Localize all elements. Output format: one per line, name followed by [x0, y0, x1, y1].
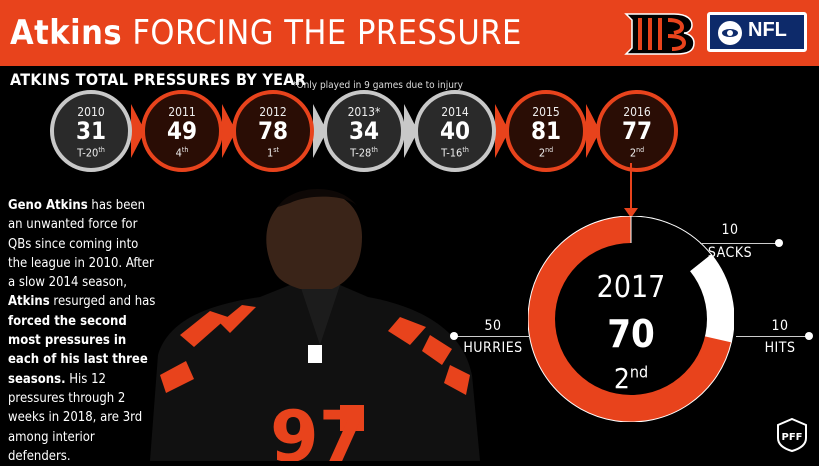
- hurries-value: 50: [484, 318, 502, 334]
- bubble-rank: T-16th: [418, 146, 492, 160]
- sacks-value: 10: [721, 222, 739, 238]
- bubble-year: 2013*: [347, 105, 381, 119]
- bubble-rank: 1st: [236, 146, 310, 160]
- bio-part-5: forced the second most pressures in each…: [8, 313, 148, 387]
- year-bubble: 2014 40 T-16th: [414, 90, 496, 172]
- bubble-rank-number: 2: [538, 146, 546, 160]
- year-connectors: [131, 104, 600, 158]
- injury-note: *Only played in 9 games due to injury: [292, 80, 463, 91]
- pff-logo-icon: PFF: [777, 418, 807, 452]
- bubble-rank-number: 4: [175, 146, 182, 160]
- year-bubble: 2015 81 2nd: [505, 90, 587, 172]
- bio-part-6: His 12 pressures through 2 weeks in 2018…: [8, 371, 143, 464]
- bubble-rank-suffix: nd: [545, 146, 554, 154]
- donut-rank-suffix: nd: [629, 362, 649, 382]
- hits-label: HITS: [764, 340, 796, 356]
- bubble-rank: T-20th: [54, 146, 128, 160]
- bubble-year: 2010: [77, 105, 105, 119]
- bio-part-2: has been an unwanted force for QBs since…: [8, 198, 154, 291]
- bubble-value: 78: [257, 117, 289, 145]
- bubble-value: 31: [75, 117, 107, 145]
- svg-text:PFF: PFF: [782, 432, 803, 443]
- pressure-donut: [528, 216, 734, 422]
- player-photo: 97: [150, 188, 480, 461]
- bubble-value: 49: [166, 117, 198, 145]
- bio-part-4: resurged and has: [49, 294, 156, 310]
- year-bubble: 2012 78 1st: [232, 90, 314, 172]
- svg-text:97: 97: [270, 396, 367, 461]
- donut-rank: 2nd: [528, 362, 734, 395]
- bubble-year: 2011: [168, 105, 196, 119]
- title-name: Atkins: [10, 13, 123, 53]
- bubble-rank-suffix: th: [462, 146, 469, 154]
- arrow-down-icon: [624, 208, 638, 218]
- donut-year: 2017: [596, 270, 666, 305]
- bubble-year: 2014: [441, 105, 469, 119]
- hurries-dot-icon: [450, 332, 458, 340]
- bio-part-1: Geno Atkins: [8, 198, 88, 213]
- bubble-year: 2012: [259, 105, 287, 119]
- title-rest: FORCING THE PRESSURE: [132, 13, 522, 53]
- bubble-rank-number: T-16: [441, 146, 463, 160]
- sacks-label: SACKS: [707, 245, 753, 261]
- donut-value: 70: [607, 312, 655, 356]
- bubble-rank-suffix: st: [273, 146, 280, 154]
- bubble-rank: 4th: [145, 146, 219, 160]
- bubble-rank-suffix: th: [371, 146, 378, 154]
- network-label: NFL: [748, 19, 787, 41]
- bubble-rank-number: 2: [629, 146, 637, 160]
- hurries-leader-line: [456, 336, 530, 337]
- bubble-rank: 2nd: [509, 146, 583, 160]
- arrow-line: [630, 163, 632, 213]
- bubble-rank: 2nd: [600, 146, 674, 160]
- bubble-rank-number: 1: [266, 146, 274, 160]
- hits-leader-line: [736, 336, 812, 337]
- bubble-rank: T-28th: [327, 146, 401, 160]
- hits-dot-icon: [805, 332, 813, 340]
- sacks-leader-line: [700, 243, 778, 244]
- bengals-b-logo-icon: [624, 13, 695, 55]
- network-badge: NFL: [707, 12, 807, 52]
- bio-text: Geno Atkins has been an unwanted force f…: [8, 196, 158, 466]
- bubble-rank-suffix: th: [181, 146, 189, 154]
- donut-rank-number: 2: [613, 362, 630, 395]
- bubble-value: 40: [439, 117, 471, 145]
- bio-part-3: Atkins: [8, 294, 50, 310]
- year-bubble: 2011 49 4th: [141, 90, 223, 172]
- bubble-year: 2016: [623, 105, 651, 119]
- bubble-value: 81: [530, 117, 562, 145]
- hits-value: 10: [771, 318, 789, 334]
- bubble-rank-number: T-20: [77, 146, 99, 160]
- header-bar: Atkins FORCING THE PRESSURE NFL: [0, 0, 819, 66]
- year-bubble: 2013* 34 T-28th: [323, 90, 405, 172]
- bubble-value: 34: [348, 117, 380, 145]
- year-bubble: 2016 77 2nd: [596, 90, 678, 172]
- bubble-rank-suffix: th: [98, 146, 105, 154]
- bubble-year: 2015: [532, 105, 560, 119]
- sacks-dot-icon: [775, 239, 783, 247]
- page-title: Atkins FORCING THE PRESSURE: [10, 10, 522, 56]
- section-subtitle: ATKINS TOTAL PRESSURES BY YEAR: [10, 70, 307, 89]
- hurries-label: HURRIES: [463, 340, 523, 356]
- bubble-rank-suffix: nd: [636, 146, 645, 154]
- bubble-rank-number: T-28: [350, 146, 372, 160]
- cbs-eye-icon: [718, 21, 742, 45]
- year-bubble: 2010 31 T-20th: [50, 90, 132, 172]
- bubble-value: 77: [621, 117, 653, 145]
